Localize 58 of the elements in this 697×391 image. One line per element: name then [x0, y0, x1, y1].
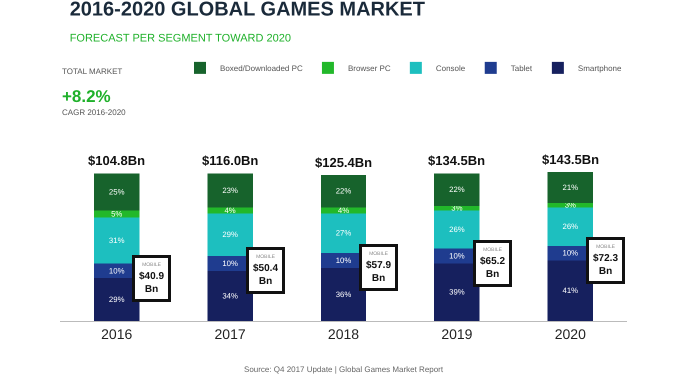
bar — [207, 213, 253, 256]
bar — [320, 174, 366, 208]
text: CAGR 2016-2020 — [62, 108, 126, 117]
data-label: 4% — [224, 206, 236, 215]
text: +8.2% — [62, 87, 111, 106]
annotation: $104.8Bn — [88, 153, 146, 168]
data-label: 10% — [562, 248, 578, 258]
bar — [548, 260, 593, 321]
data-label: 26% — [562, 222, 578, 232]
annotation: $134.5Bn — [428, 153, 486, 168]
x-tick-label: 2017 — [214, 326, 246, 342]
data-label: 27% — [336, 228, 352, 238]
bar — [320, 213, 366, 254]
bar — [94, 218, 140, 264]
data-label: 10% — [336, 256, 352, 265]
data-label: 22% — [336, 186, 352, 196]
bar — [434, 173, 480, 206]
data-label: 23% — [222, 186, 238, 195]
annotation: $125.4Bn — [315, 155, 372, 170]
data-label: 10% — [108, 266, 125, 276]
data-label: 10% — [222, 258, 238, 268]
annotation: $116.0Bn — [202, 153, 258, 168]
bar — [320, 268, 366, 321]
data-label: 34% — [222, 291, 238, 300]
data-label: 10% — [449, 252, 465, 261]
data-label: 29% — [222, 230, 238, 240]
legend-label: Boxed/Downloaded PC — [220, 64, 303, 74]
x-tick-label: 2018 — [328, 326, 360, 342]
chart-title: 2016-2020 GLOBAL GAMES MARKET — [70, 0, 425, 21]
bar — [207, 173, 253, 208]
data-label: 22% — [449, 185, 465, 194]
data-label: 21% — [562, 182, 578, 192]
data-label: 4% — [338, 206, 350, 215]
legend-label: Browser PC — [348, 64, 391, 74]
data-label: 39% — [449, 288, 465, 297]
x-tick-label: 2019 — [441, 326, 473, 342]
x-tick-label: 2016 — [101, 326, 132, 342]
text: TOTAL MARKET — [62, 67, 122, 76]
bar — [548, 207, 593, 246]
legend-label: Tablet — [510, 64, 533, 74]
bar — [434, 210, 480, 249]
data-label: 5% — [111, 209, 122, 218]
legend-label: Smartphone — [578, 64, 622, 74]
chart-subtitle: FORECAST PER SEGMENT TOWARD 2020 — [70, 32, 291, 45]
source-note: Source: Q4 2017 Update | Global Games Market Report — [244, 365, 444, 374]
data-label: 26% — [449, 224, 465, 234]
legend-label: Console — [436, 64, 466, 74]
annotation: $143.5Bn — [542, 152, 600, 167]
data-label: 41% — [562, 286, 578, 296]
x-tick-label: 2020 — [554, 326, 586, 342]
bar — [207, 270, 253, 321]
data-label: 36% — [336, 290, 352, 299]
bar — [94, 173, 140, 210]
bar — [434, 263, 480, 321]
data-label: 31% — [108, 236, 125, 246]
bar — [548, 172, 593, 203]
data-label: 25% — [108, 187, 125, 196]
data-label: 29% — [108, 295, 125, 304]
